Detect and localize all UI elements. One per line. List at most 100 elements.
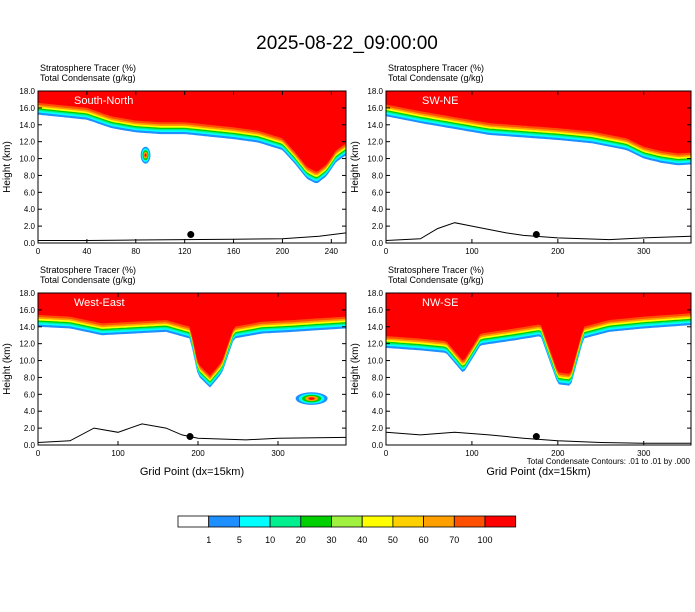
- y-tick-label: 14.0: [367, 121, 383, 130]
- x-tick-label: 100: [465, 449, 479, 458]
- y-tick-label: 10.0: [367, 155, 383, 164]
- plot-frame: [37, 90, 347, 244]
- colorbar-label: 10: [265, 535, 275, 545]
- x-axis-label: Grid Point (dx=15km): [486, 466, 590, 478]
- y-tick-label: 10.0: [19, 155, 35, 164]
- x-tick-label: 40: [82, 247, 91, 256]
- plume-0-ring-4: [144, 153, 147, 157]
- y-tick-label: 10.0: [367, 357, 383, 366]
- colorbar-label: 40: [357, 535, 367, 545]
- colorbar-swatch-10: [484, 515, 517, 528]
- y-tick-label: 16.0: [19, 306, 35, 315]
- colorbar-swatch-1: [208, 515, 240, 528]
- colorbar-swatch-4: [300, 515, 332, 528]
- x-tick-label: 200: [191, 449, 205, 458]
- panel-south-north: Stratosphere Tracer (%)Total Condensate …: [2, 63, 347, 256]
- y-tick-label: 18.0: [19, 289, 35, 298]
- terrain-line: [386, 431, 691, 444]
- y-tick-label: 14.0: [19, 121, 35, 130]
- footnote: Total Condensate Contours: .01 to .01 by…: [527, 457, 691, 466]
- terrain-line: [38, 423, 346, 443]
- tracer-band-7: [38, 293, 346, 376]
- terrain-line: [38, 232, 346, 241]
- x-axis-label: Grid Point (dx=15km): [140, 466, 244, 478]
- x-tick-label: 300: [271, 449, 285, 458]
- panel-sw-ne: Stratosphere Tracer (%)Total Condensate …: [350, 63, 692, 256]
- y-axis-label: Height (km): [350, 343, 361, 395]
- colorbar-label: 70: [449, 535, 459, 545]
- y-tick-label: 0.0: [372, 441, 384, 450]
- x-tick-label: 0: [36, 449, 41, 458]
- y-tick-label: 8.0: [372, 171, 384, 180]
- y-tick-label: 12.0: [19, 340, 35, 349]
- y-tick-label: 8.0: [24, 171, 36, 180]
- y-tick-label: 2.0: [24, 424, 36, 433]
- location-marker: [532, 433, 540, 441]
- plot-area: NW-SE: [386, 293, 691, 445]
- y-tick-label: 4.0: [372, 407, 384, 416]
- colorbar-label: 20: [296, 535, 306, 545]
- x-tick-label: 120: [178, 247, 192, 256]
- colorbar-swatch-0: [177, 515, 210, 528]
- y-tick-label: 16.0: [19, 104, 35, 113]
- plume-0-ring-4: [308, 397, 315, 400]
- x-tick-label: 200: [276, 247, 290, 256]
- y-tick-label: 2.0: [372, 222, 384, 231]
- field-label-tracer: Stratosphere Tracer (%): [388, 63, 484, 73]
- x-tick-label: 160: [227, 247, 241, 256]
- y-tick-label: 8.0: [372, 373, 384, 382]
- field-label-tracer: Stratosphere Tracer (%): [40, 265, 136, 275]
- location-marker: [532, 231, 540, 239]
- plot-area: South-North: [38, 91, 346, 243]
- colorbar-label: 1: [206, 535, 211, 545]
- x-tick-label: 200: [551, 449, 565, 458]
- y-tick-label: 8.0: [24, 373, 36, 382]
- colorbar-label: 50: [388, 535, 398, 545]
- colorbar-label: 5: [237, 535, 242, 545]
- colorbar: 1 5 10 20 30 40 50 60 70 100: [177, 515, 517, 545]
- y-tick-label: 4.0: [24, 205, 36, 214]
- plot-frame: [385, 292, 692, 446]
- colorbar-label: 100: [477, 535, 492, 545]
- colorbar-swatch-7: [392, 515, 424, 528]
- field-label-condensate: Total Condensate (g/kg): [388, 275, 484, 285]
- plot-area: SW-NE: [386, 91, 691, 243]
- terrain-line: [386, 222, 691, 241]
- y-tick-label: 0.0: [372, 239, 384, 248]
- y-tick-label: 18.0: [367, 87, 383, 96]
- x-tick-label: 80: [131, 247, 140, 256]
- colorbar-swatch-8: [423, 515, 455, 528]
- colorbar-swatch-5: [331, 515, 363, 528]
- section-label: NW-SE: [422, 297, 458, 309]
- y-tick-label: 16.0: [367, 306, 383, 315]
- field-label-tracer: Stratosphere Tracer (%): [40, 63, 136, 73]
- tracer-band-7: [38, 91, 346, 172]
- location-marker: [186, 433, 194, 441]
- panel-nw-se: Stratosphere Tracer (%)Total Condensate …: [350, 265, 692, 478]
- y-tick-label: 6.0: [24, 188, 36, 197]
- y-tick-label: 0.0: [24, 239, 36, 248]
- x-tick-label: 100: [111, 449, 125, 458]
- x-tick-label: 300: [637, 247, 651, 256]
- y-tick-label: 2.0: [372, 424, 384, 433]
- y-tick-label: 6.0: [372, 188, 384, 197]
- y-tick-label: 0.0: [24, 441, 36, 450]
- plot-frame: [385, 90, 692, 244]
- field-label-condensate: Total Condensate (g/kg): [388, 73, 484, 83]
- y-tick-label: 4.0: [372, 205, 384, 214]
- y-tick-label: 14.0: [367, 323, 383, 332]
- figure-title: 2025-08-22_09:00:00: [256, 33, 438, 54]
- y-tick-label: 4.0: [24, 407, 36, 416]
- y-axis-label: Height (km): [2, 343, 13, 395]
- y-tick-label: 6.0: [24, 390, 36, 399]
- x-tick-label: 0: [384, 449, 389, 458]
- x-tick-label: 100: [465, 247, 479, 256]
- y-tick-label: 18.0: [367, 289, 383, 298]
- y-tick-label: 18.0: [19, 87, 35, 96]
- section-label: West-East: [74, 297, 125, 309]
- location-marker: [187, 231, 195, 239]
- y-tick-label: 10.0: [19, 357, 35, 366]
- field-label-tracer: Stratosphere Tracer (%): [388, 265, 484, 275]
- y-tick-label: 12.0: [367, 138, 383, 147]
